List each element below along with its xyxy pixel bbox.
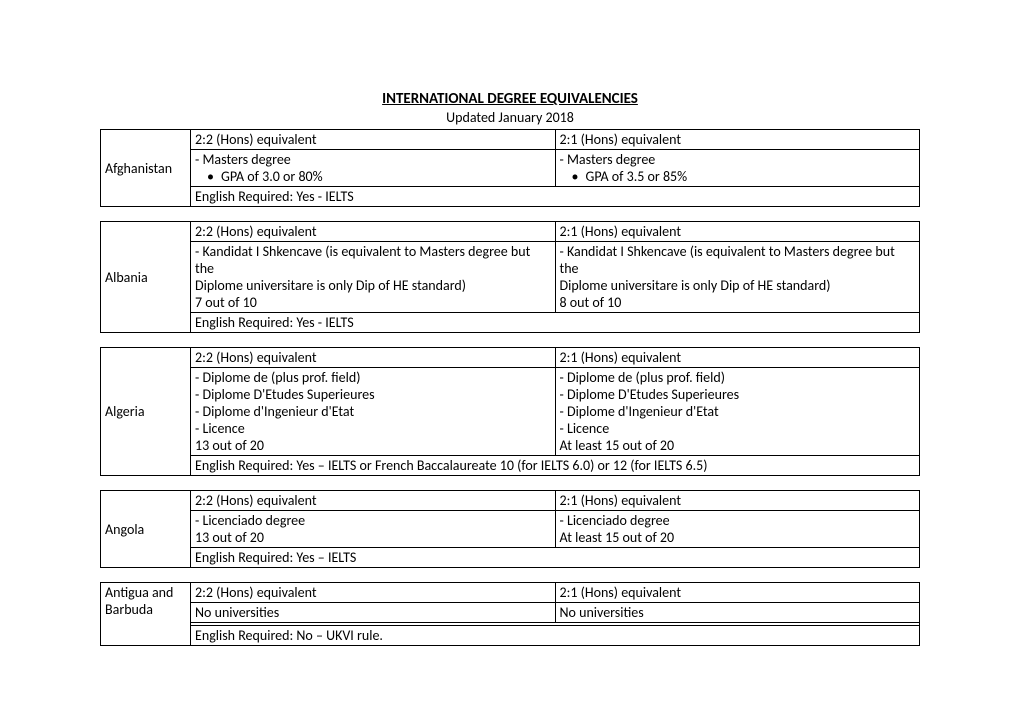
english-required: English Required: Yes – IELTS or French … [191,456,920,476]
table-row: - Kandidat I Shkencave (is equivalent to… [101,242,920,313]
col-22-header: 2:2 (Hons) equivalent [191,491,556,511]
table-row: - Licenciado degree 13 out of 20 - Licen… [101,511,920,548]
col-22-header: 2:2 (Hons) equivalent [191,348,556,368]
col-21-value: - Masters degree GPA of 3.5 or 85% [555,150,920,187]
col-22-value: - Diplome de (plus prof. field) - Diplom… [191,368,556,456]
table-row: English Required: Yes - IELTS [101,313,920,333]
table-row: - Masters degree GPA of 3.0 or 80% - Mas… [101,150,920,187]
col-21-value: - Licenciado degree At least 15 out of 2… [555,511,920,548]
table-row: - Diplome de (plus prof. field) - Diplom… [101,368,920,456]
col-21-header: 2:1 (Hons) equivalent [555,583,920,603]
col-21-value: - Kandidat I Shkencave (is equivalent to… [555,242,920,313]
table-row: Angola 2:2 (Hons) equivalent 2:1 (Hons) … [101,491,920,511]
table-row: No universities No universities [101,603,920,623]
page-subtitle: Updated January 2018 [100,109,920,126]
col-22-header: 2:2 (Hons) equivalent [191,222,556,242]
country-table: Afghanistan 2:2 (Hons) equivalent 2:1 (H… [100,129,920,207]
col-21-header: 2:1 (Hons) equivalent [555,222,920,242]
table-row: English Required: Yes – IELTS or French … [101,456,920,476]
col-21-value: - Diplome de (plus prof. field) - Diplom… [555,368,920,456]
country-table: Albania 2:2 (Hons) equivalent 2:1 (Hons)… [100,221,920,333]
col-21-header: 2:1 (Hons) equivalent [555,491,920,511]
english-required: English Required: Yes - IELTS [191,187,920,207]
english-required: English Required: Yes - IELTS [191,313,920,333]
country-table: Antigua and Barbuda 2:2 (Hons) equivalen… [100,582,920,646]
country-name: Antigua and Barbuda [101,583,191,646]
english-required: English Required: No – UKVI rule. [191,626,920,646]
table-row: English Required: No – UKVI rule. [101,626,920,646]
col-22-value: - Licenciado degree 13 out of 20 [191,511,556,548]
table-row: English Required: Yes - IELTS [101,187,920,207]
table-row: Afghanistan 2:2 (Hons) equivalent 2:1 (H… [101,130,920,150]
table-row: English Required: Yes – IELTS [101,548,920,568]
country-table: Angola 2:2 (Hons) equivalent 2:1 (Hons) … [100,490,920,568]
country-name: Albania [101,222,191,333]
country-name: Angola [101,491,191,568]
page-title: INTERNATIONAL DEGREE EQUIVALENCIES [100,90,920,108]
table-row: Antigua and Barbuda 2:2 (Hons) equivalen… [101,583,920,603]
col-22-header: 2:2 (Hons) equivalent [191,583,556,603]
col-21-header: 2:1 (Hons) equivalent [555,348,920,368]
country-table: Algeria 2:2 (Hons) equivalent 2:1 (Hons)… [100,347,920,476]
country-name: Afghanistan [101,130,191,207]
col-22-value: - Kandidat I Shkencave (is equivalent to… [191,242,556,313]
table-row: Algeria 2:2 (Hons) equivalent 2:1 (Hons)… [101,348,920,368]
col-22-header: 2:2 (Hons) equivalent [191,130,556,150]
col-21-value: No universities [555,603,920,623]
col-21-header: 2:1 (Hons) equivalent [555,130,920,150]
table-row: Albania 2:2 (Hons) equivalent 2:1 (Hons)… [101,222,920,242]
english-required: English Required: Yes – IELTS [191,548,920,568]
col-22-value: - Masters degree GPA of 3.0 or 80% [191,150,556,187]
country-name: Algeria [101,348,191,476]
col-22-value: No universities [191,603,556,623]
